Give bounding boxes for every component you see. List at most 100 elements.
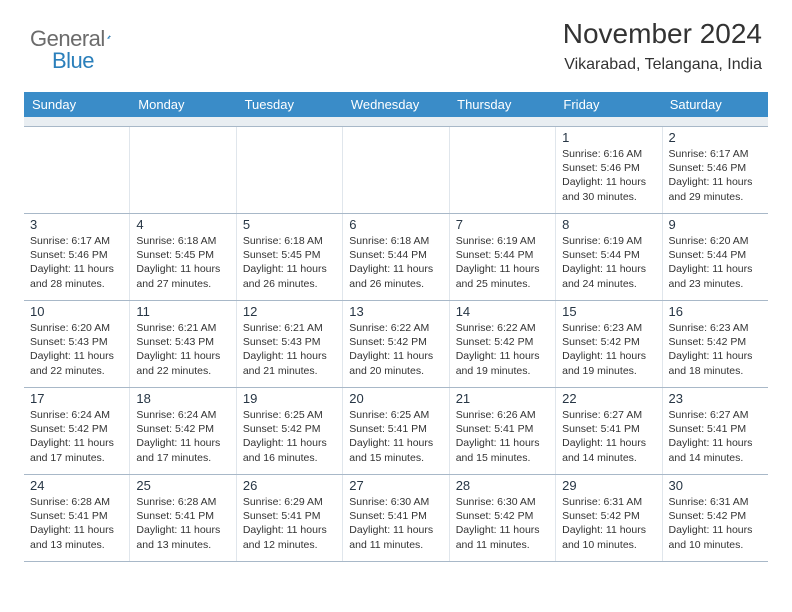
daylight-text: Daylight: 11 hours and 22 minutes.: [30, 349, 123, 377]
sunset-text: Sunset: 5:42 PM: [30, 422, 123, 436]
day-number: 16: [669, 304, 762, 319]
day-cell: 5Sunrise: 6:18 AMSunset: 5:45 PMDaylight…: [237, 214, 343, 300]
sunrise-text: Sunrise: 6:31 AM: [669, 495, 762, 509]
daylight-text: Daylight: 11 hours and 19 minutes.: [562, 349, 655, 377]
day-cell: 21Sunrise: 6:26 AMSunset: 5:41 PMDayligh…: [450, 388, 556, 474]
sunset-text: Sunset: 5:42 PM: [562, 509, 655, 523]
daylight-text: Daylight: 11 hours and 29 minutes.: [669, 175, 762, 203]
daylight-text: Daylight: 11 hours and 10 minutes.: [669, 523, 762, 551]
spacer-row: [24, 117, 768, 127]
sunset-text: Sunset: 5:46 PM: [30, 248, 123, 262]
day-number: 17: [30, 391, 123, 406]
week-row: 17Sunrise: 6:24 AMSunset: 5:42 PMDayligh…: [24, 388, 768, 475]
day-number: 8: [562, 217, 655, 232]
sunrise-text: Sunrise: 6:17 AM: [30, 234, 123, 248]
day-cell: 10Sunrise: 6:20 AMSunset: 5:43 PMDayligh…: [24, 301, 130, 387]
daylight-text: Daylight: 11 hours and 14 minutes.: [562, 436, 655, 464]
day-cell: 3Sunrise: 6:17 AMSunset: 5:46 PMDaylight…: [24, 214, 130, 300]
daylight-text: Daylight: 11 hours and 28 minutes.: [30, 262, 123, 290]
logo-text-blue-wrap: Blue: [52, 48, 94, 74]
sunrise-text: Sunrise: 6:21 AM: [136, 321, 229, 335]
day-cell: 23 Sunrise: 6:27 AMSunset: 5:41 PMDayligh…: [663, 388, 768, 474]
sunset-text: Sunset: 5:41 PM: [136, 509, 229, 523]
day-number: 5: [243, 217, 336, 232]
day-cell: 9Sunrise: 6:20 AMSunset: 5:44 PMDaylight…: [663, 214, 768, 300]
sunrise-text: Sunrise: 6:16 AM: [562, 147, 655, 161]
sunrise-text: Sunrise: 6:29 AM: [243, 495, 336, 509]
sunrise-text: Sunrise: 6:26 AM: [456, 408, 549, 422]
day-number: 27: [349, 478, 442, 493]
daylight-text: Daylight: 11 hours and 30 minutes.: [562, 175, 655, 203]
sunset-text: Sunset: 5:44 PM: [456, 248, 549, 262]
day-cell: 28 Sunrise: 6:30 AMSunset: 5:42 PMDayligh…: [450, 475, 556, 561]
daylight-text: Daylight: 11 hours and 14 minutes.: [669, 436, 762, 464]
sunset-text: Sunset: 5:42 PM: [669, 509, 762, 523]
dow-header: Saturday: [662, 92, 768, 117]
daylight-text: Daylight: 11 hours and 17 minutes.: [30, 436, 123, 464]
day-cell-empty: [450, 127, 556, 213]
header: November 2024 Vikarabad, Telangana, Indi…: [563, 18, 762, 74]
sunset-text: Sunset: 5:42 PM: [456, 509, 549, 523]
sunrise-text: Sunrise: 6:22 AM: [349, 321, 442, 335]
day-number: 28: [456, 478, 549, 493]
day-cell: 24Sunrise: 6:28 AMSunset: 5:41 PMDayligh…: [24, 475, 130, 561]
day-number: 2: [669, 130, 762, 145]
day-number: 14: [456, 304, 549, 319]
daylight-text: Daylight: 11 hours and 23 minutes.: [669, 262, 762, 290]
daylight-text: Daylight: 11 hours and 12 minutes.: [243, 523, 336, 551]
daylight-text: Daylight: 11 hours and 22 minutes.: [136, 349, 229, 377]
sunset-text: Sunset: 5:43 PM: [136, 335, 229, 349]
sunrise-text: Sunrise: 6:18 AM: [243, 234, 336, 248]
week-row: 10Sunrise: 6:20 AMSunset: 5:43 PMDayligh…: [24, 301, 768, 388]
day-number: 10: [30, 304, 123, 319]
sunrise-text: Sunrise: 6:27 AM: [669, 408, 762, 422]
daylight-text: Daylight: 11 hours and 15 minutes.: [456, 436, 549, 464]
day-cell: 7Sunrise: 6:19 AMSunset: 5:44 PMDaylight…: [450, 214, 556, 300]
sunrise-text: Sunrise: 6:30 AM: [349, 495, 442, 509]
sunset-text: Sunset: 5:42 PM: [669, 335, 762, 349]
sunset-text: Sunset: 5:45 PM: [136, 248, 229, 262]
day-cell: 15Sunrise: 6:23 AMSunset: 5:42 PMDayligh…: [556, 301, 662, 387]
day-number: 1: [562, 130, 655, 145]
day-cell-empty: [24, 127, 130, 213]
day-number: 23: [669, 391, 762, 406]
calendar-grid: SundayMondayTuesdayWednesdayThursdayFrid…: [24, 92, 768, 562]
sunset-text: Sunset: 5:41 PM: [30, 509, 123, 523]
sunset-text: Sunset: 5:41 PM: [349, 509, 442, 523]
sunset-text: Sunset: 5:42 PM: [562, 335, 655, 349]
sunrise-text: Sunrise: 6:19 AM: [562, 234, 655, 248]
daylight-text: Daylight: 11 hours and 16 minutes.: [243, 436, 336, 464]
sunrise-text: Sunrise: 6:23 AM: [562, 321, 655, 335]
logo-triangle-icon: [107, 28, 111, 46]
day-number: 19: [243, 391, 336, 406]
dow-header: Thursday: [449, 92, 555, 117]
dow-header-row: SundayMondayTuesdayWednesdayThursdayFrid…: [24, 92, 768, 117]
daylight-text: Daylight: 11 hours and 20 minutes.: [349, 349, 442, 377]
day-cell: 18Sunrise: 6:24 AMSunset: 5:42 PMDayligh…: [130, 388, 236, 474]
sunset-text: Sunset: 5:44 PM: [669, 248, 762, 262]
sunset-text: Sunset: 5:42 PM: [243, 422, 336, 436]
day-number: 9: [669, 217, 762, 232]
day-cell: 1Sunrise: 6:16 AMSunset: 5:46 PMDaylight…: [556, 127, 662, 213]
daylight-text: Daylight: 11 hours and 19 minutes.: [456, 349, 549, 377]
sunrise-text: Sunrise: 6:17 AM: [669, 147, 762, 161]
day-cell: 25Sunrise: 6:28 AMSunset: 5:41 PMDayligh…: [130, 475, 236, 561]
day-number: 30: [669, 478, 762, 493]
daylight-text: Daylight: 11 hours and 13 minutes.: [136, 523, 229, 551]
week-row: 3Sunrise: 6:17 AMSunset: 5:46 PMDaylight…: [24, 214, 768, 301]
sunrise-text: Sunrise: 6:28 AM: [30, 495, 123, 509]
daylight-text: Daylight: 11 hours and 26 minutes.: [349, 262, 442, 290]
day-number: 12: [243, 304, 336, 319]
day-number: 18: [136, 391, 229, 406]
sunrise-text: Sunrise: 6:30 AM: [456, 495, 549, 509]
daylight-text: Daylight: 11 hours and 11 minutes.: [456, 523, 549, 551]
day-cell: 8Sunrise: 6:19 AMSunset: 5:44 PMDaylight…: [556, 214, 662, 300]
dow-header: Monday: [130, 92, 236, 117]
sunset-text: Sunset: 5:41 PM: [669, 422, 762, 436]
daylight-text: Daylight: 11 hours and 27 minutes.: [136, 262, 229, 290]
sunrise-text: Sunrise: 6:24 AM: [30, 408, 123, 422]
day-cell-empty: [237, 127, 343, 213]
sunset-text: Sunset: 5:41 PM: [562, 422, 655, 436]
day-cell: 19Sunrise: 6:25 AMSunset: 5:42 PMDayligh…: [237, 388, 343, 474]
day-cell-empty: [130, 127, 236, 213]
